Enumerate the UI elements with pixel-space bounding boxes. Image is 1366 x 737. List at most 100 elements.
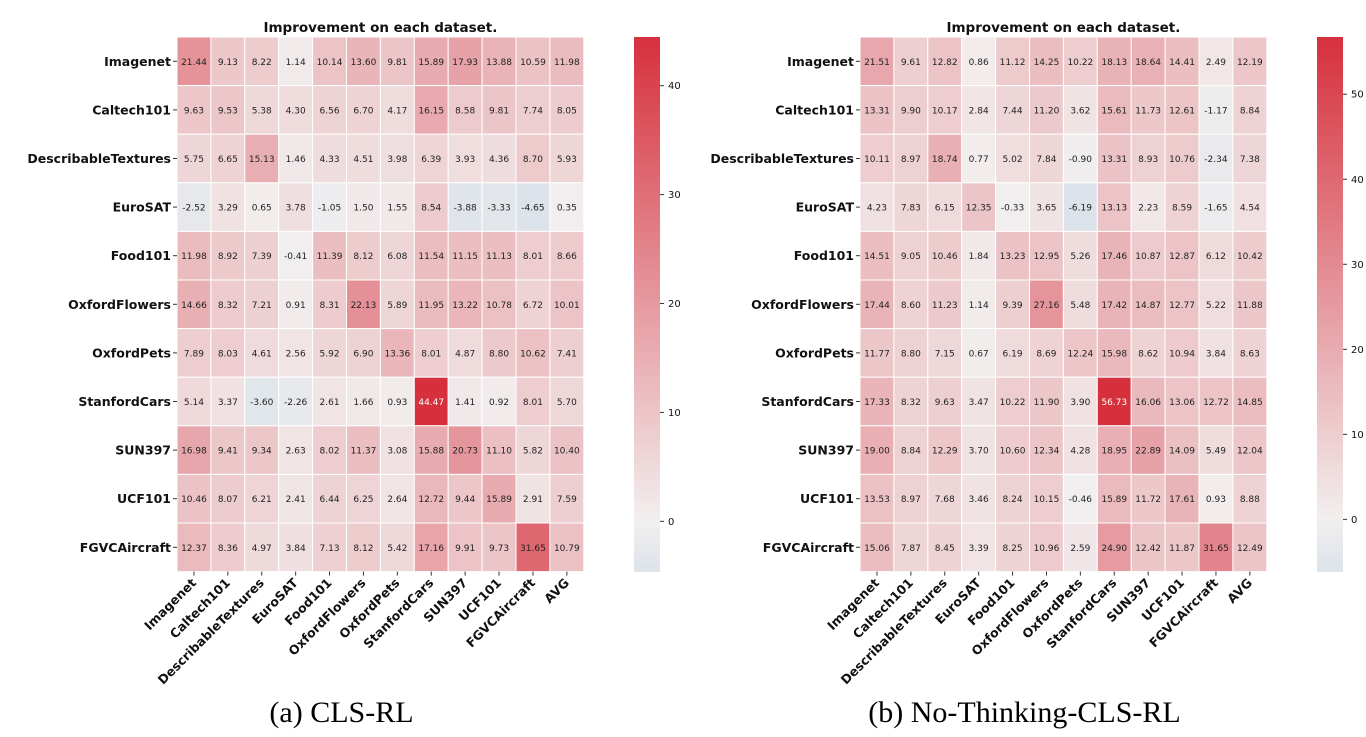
cell-value-label: 7.87 (901, 544, 921, 554)
heatmap-cell (1198, 473, 1234, 524)
cell-value-label: 13.60 (351, 58, 377, 68)
cell-value-label: 8.97 (901, 495, 921, 505)
cell-value-label: 0.67 (969, 349, 989, 359)
cell-value-label: 14.41 (1169, 58, 1195, 68)
heatmap-cell (893, 133, 929, 184)
heatmap-cell (244, 133, 280, 184)
heatmap-cell (1232, 522, 1268, 573)
cell-value-label: 18.95 (1101, 447, 1127, 457)
heatmap-cell (346, 36, 381, 87)
cell-value-label: 6.72 (523, 301, 543, 311)
cell-value-label: 6.12 (1206, 252, 1226, 262)
heatmap-cell (1062, 376, 1098, 427)
cell-value-label: 7.38 (1240, 155, 1260, 165)
heatmap-cell (1062, 133, 1098, 184)
heatmap-cell (244, 230, 280, 281)
cell-value-label: 10.87 (1135, 252, 1161, 262)
heatmap-cell (893, 85, 929, 135)
cell-value-label: 12.77 (1169, 301, 1195, 311)
cell-value-label: 10.22 (1000, 398, 1026, 408)
heatmap-cell (481, 473, 517, 524)
cell-value-label: 13.31 (1101, 155, 1127, 165)
heatmap-cell (893, 36, 929, 87)
cell-value-label: 13.36 (384, 349, 410, 359)
colorbar-tick-label: 40 (1351, 175, 1364, 186)
cell-value-label: 9.73 (489, 544, 509, 554)
cell-value-label: 2.64 (387, 495, 407, 505)
cell-value-label: 9.05 (901, 252, 921, 262)
cell-value-label: 15.98 (1101, 349, 1127, 359)
heatmap-cell (893, 182, 929, 232)
cell-value-label: 14.25 (1034, 58, 1060, 68)
cell-value-label: 3.47 (969, 398, 989, 408)
cell-value-label: 21.51 (864, 58, 890, 68)
heatmap-cell (1096, 36, 1132, 87)
row-label: Imagenet (787, 54, 854, 69)
heatmap-cell (1198, 279, 1234, 330)
cell-value-label: 3.90 (1070, 398, 1090, 408)
caption-b: (b) No-Thinking-CLS-RL (868, 696, 1181, 729)
cell-value-label: 8.92 (218, 252, 238, 262)
cell-value-label: 11.20 (1034, 106, 1060, 116)
cell-value-label: 11.77 (864, 349, 890, 359)
cell-value-label: -1.65 (1204, 204, 1227, 214)
row-label: SUN397 (798, 443, 854, 458)
heatmap-a: Improvement on each dataset. 21.44 9.13 8.2… (27, 20, 680, 687)
cell-value-label: 8.93 (1138, 155, 1158, 165)
heatmap-cell (515, 85, 551, 135)
heatmap-cell (379, 328, 415, 378)
heatmap-cell (961, 279, 997, 330)
cell-value-label: 0.93 (387, 398, 407, 408)
cell-value-label: 5.22 (1206, 301, 1226, 311)
cell-value-label: 8.07 (218, 495, 238, 505)
heatmap-cell (1096, 376, 1132, 427)
cell-value-label: 11.13 (486, 252, 512, 262)
heatmap-cell (1062, 328, 1098, 378)
colorbar-tick-label: 30 (1351, 260, 1364, 271)
cell-value-label: 6.21 (252, 495, 272, 505)
cell-value-label: 2.41 (286, 495, 306, 505)
cell-value-label: 9.39 (1003, 301, 1023, 311)
heatmap-cell (893, 279, 929, 330)
heatmap-cell (1232, 425, 1268, 475)
heatmap-cell (1164, 376, 1200, 427)
cell-value-label: -2.52 (182, 204, 205, 214)
heatmap-cell (379, 133, 415, 184)
cell-value-label: 11.10 (486, 447, 512, 457)
cell-value-label: 10.17 (932, 106, 958, 116)
heatmap-cell (1198, 133, 1234, 184)
cell-value-label: 7.41 (557, 349, 577, 359)
heatmap-cell (447, 328, 483, 378)
cell-value-label: 0.92 (489, 398, 509, 408)
cell-value-label: 5.93 (557, 155, 577, 165)
heatmap-cell (961, 522, 997, 573)
cell-value-label: 56.73 (1101, 398, 1127, 408)
cell-value-label: 1.55 (387, 204, 407, 214)
cell-value-label: 7.39 (252, 252, 272, 262)
cell-value-label: 5.92 (320, 349, 340, 359)
colorbar (1317, 37, 1343, 572)
heatmap-cell (447, 425, 483, 475)
heatmap-cell (1130, 230, 1166, 281)
heatmap-cell (312, 230, 348, 281)
heatmap-cell (1164, 522, 1200, 573)
cell-value-label: 31.65 (1203, 544, 1229, 554)
column-label: AVG (541, 575, 572, 606)
cell-value-label: 10.94 (1169, 349, 1195, 359)
cell-value-label: 17.42 (1101, 301, 1127, 311)
heatmap-cell (1096, 328, 1132, 378)
cell-value-label: 15.89 (486, 495, 512, 505)
cell-value-label: 17.46 (1101, 252, 1127, 262)
cell-value-label: 12.72 (1203, 398, 1229, 408)
cell-value-label: 8.60 (901, 301, 921, 311)
heatmap-cell (312, 133, 348, 184)
heatmap-cell (413, 36, 449, 87)
cell-value-label: 16.98 (181, 447, 207, 457)
cell-value-label: 1.14 (286, 58, 306, 68)
cell-value-label: 11.87 (1169, 544, 1195, 554)
cell-value-label: 6.70 (353, 106, 373, 116)
cell-value-label: 8.12 (353, 252, 373, 262)
cell-value-label: 8.01 (421, 349, 441, 359)
cell-value-label: 3.70 (969, 447, 989, 457)
heatmap-cell (244, 522, 280, 573)
